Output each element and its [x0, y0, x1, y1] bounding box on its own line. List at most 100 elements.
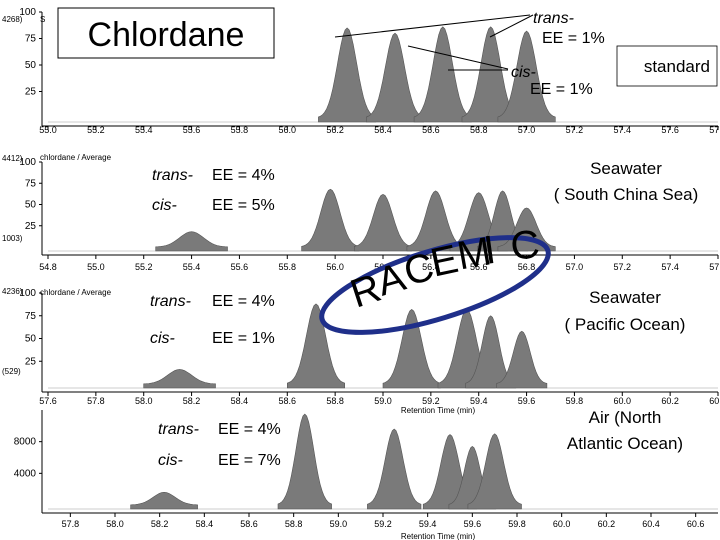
x-tick-label: 60.4	[709, 396, 720, 406]
x-tick-label: 58.2	[151, 519, 169, 529]
chromatogram-peak	[497, 30, 556, 123]
x-tick-label: 56.6	[422, 125, 440, 135]
x-tick-label: 57.0	[566, 262, 584, 272]
chromatogram-peak	[277, 413, 332, 510]
chromatogram-peak	[367, 428, 422, 510]
y-tick-label: 50	[25, 60, 37, 71]
x-tick-label: 57.2	[614, 262, 632, 272]
chromatogram-peak	[301, 188, 360, 252]
x-tick-label: 55.8	[279, 262, 297, 272]
x-tick-label: 57.6	[709, 262, 720, 272]
x-tick-label: 59.2	[422, 396, 440, 406]
isomer-label: cis-	[511, 64, 536, 81]
chromatogram-peak	[354, 193, 412, 252]
y-tick-label: 4000	[14, 468, 37, 479]
callout-line-trans-left	[334, 14, 531, 38]
x-tick-label: 58.0	[106, 519, 124, 529]
x-tick-label: 58.6	[279, 396, 297, 406]
y-tick-label: 50	[25, 200, 37, 211]
panel-header-text: chlordane / Average	[40, 288, 112, 297]
chromatogram-peak	[382, 309, 441, 389]
x-tick-label: 57.8	[62, 519, 80, 529]
scale-label: 4412)	[2, 154, 23, 163]
x-tick-label: 58.8	[326, 396, 344, 406]
x-tick-label: 58.8	[285, 519, 303, 529]
sample-description-line: ( South China Sea)	[554, 185, 699, 204]
isomer-label: cis-	[152, 197, 177, 214]
sample-description-line: Atlantic Ocean)	[567, 434, 683, 453]
x-tick-label: 57.0	[518, 125, 536, 135]
x-tick-label: 59.4	[419, 519, 437, 529]
chromatogram-peak	[496, 330, 548, 389]
y-tick-label: 25	[25, 87, 37, 98]
y-tick-label: 25	[25, 356, 37, 367]
x-tick-label: 60.2	[598, 519, 616, 529]
ee-value-label: EE = 1%	[530, 81, 593, 98]
chromatogram-peak	[155, 231, 228, 252]
chromatogram-peak	[413, 26, 472, 123]
x-tick-label: 60.2	[661, 396, 679, 406]
sample-description-line: Seawater	[590, 159, 662, 178]
x-tick-label: 56.8	[518, 262, 536, 272]
y-tick-label: 75	[25, 34, 37, 45]
scale-label: 4268)	[2, 15, 23, 24]
ee-value-label: EE = 4%	[218, 421, 281, 438]
x-tick-label: 56.4	[422, 262, 440, 272]
ee-value-label: EE = 1%	[542, 30, 605, 47]
standard-box	[616, 45, 718, 87]
callout-line-trans-right	[489, 14, 534, 38]
chart-title: Chlordane	[88, 16, 245, 54]
x-tick-label: 55.6	[183, 125, 201, 135]
x-tick-label: 59.8	[566, 396, 584, 406]
chart-panel-seawater-south-china-sea: 100 75 50 25 54.8 55.0 55.2 55.4 55.6 55.8 56.0 56.…	[2, 153, 720, 272]
x-tick-label: 56.0	[326, 262, 344, 272]
isomer-label: trans-	[158, 421, 199, 438]
racemic-letter: M	[454, 229, 494, 278]
ee-value-label: EE = 5%	[212, 197, 275, 214]
isomer-label: cis-	[158, 452, 183, 469]
x-tick-label: 57.6	[39, 396, 57, 406]
x-tick-label: 60.0	[614, 396, 632, 406]
x-tick-label: 58.0	[135, 396, 153, 406]
sample-description-line: Air (North	[589, 408, 662, 427]
isomer-label: trans-	[152, 167, 193, 184]
x-tick-label: 54.8	[39, 262, 57, 272]
panel-header-text: chlordane / Average	[40, 153, 112, 162]
x-tick-label: 55.4	[135, 125, 153, 135]
x-tick-label: 57.8	[709, 125, 720, 135]
x-tick-label: 55.2	[135, 262, 153, 272]
x-tick-label: 55.0	[39, 125, 57, 135]
y-tick-label: 8000	[14, 437, 37, 448]
x-tick-label: 58.4	[231, 396, 249, 406]
x-tick-label: 57.2	[566, 125, 584, 135]
chart-panel-standard: 100 75 50 25 55.0 55.2 55.4 55.6 55.8 56.0 56.2 56.…	[2, 7, 720, 135]
x-tick-label: 59.0	[330, 519, 348, 529]
x-tick-label: 60.6	[687, 519, 705, 529]
chromatogram-peak	[143, 369, 216, 389]
racemic-ellipse	[319, 235, 551, 335]
ee-value-label: EE = 4%	[212, 167, 275, 184]
chromatogram-peak	[318, 27, 377, 123]
x-tick-label: 60.4	[642, 519, 660, 529]
ee-value-label: EE = 1%	[212, 330, 275, 347]
x-axis-title: Retention Time (min)	[401, 406, 476, 415]
sample-description-line: ( Pacific Ocean)	[565, 315, 686, 334]
x-tick-label: 59.8	[508, 519, 526, 529]
x-tick-label: 59.6	[518, 396, 536, 406]
sample-description-line: standard	[644, 57, 710, 76]
callout-line-cis-left	[407, 45, 509, 70]
x-tick-label: 55.0	[87, 262, 105, 272]
x-tick-label: 58.4	[196, 519, 214, 529]
ee-value-label: EE = 7%	[218, 452, 281, 469]
scale-label: 4236)	[2, 287, 23, 296]
panel-header-text: S	[40, 15, 45, 24]
y-tick-label: 75	[25, 311, 37, 322]
chromatogram-peak	[130, 491, 198, 510]
title-box	[57, 7, 275, 59]
x-axis-title: Retention Time (min)	[401, 532, 476, 540]
x-tick-label: 58.6	[240, 519, 258, 529]
y-tick-label: 100	[19, 7, 36, 18]
y-tick-label: 100	[19, 288, 36, 299]
